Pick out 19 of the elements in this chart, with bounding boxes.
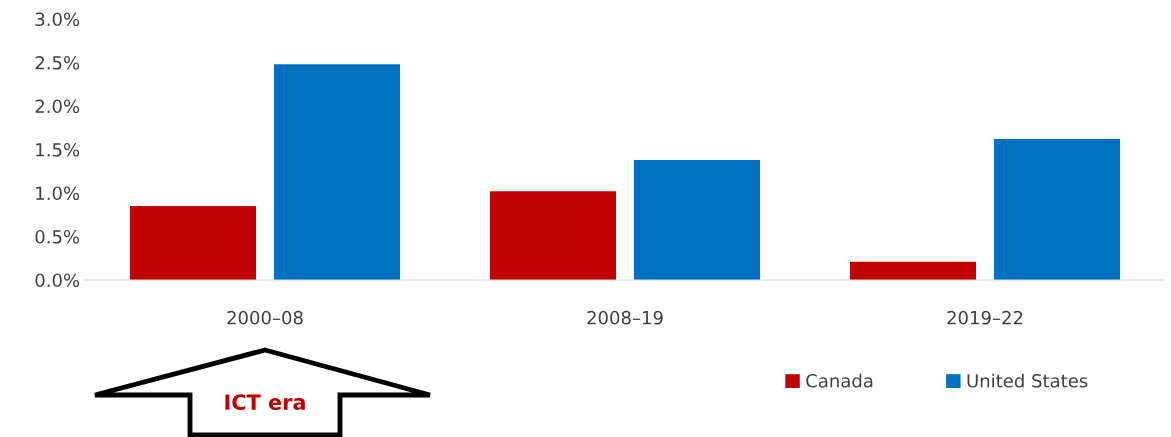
bar: [274, 64, 400, 280]
legend-label: United States: [967, 373, 1088, 388]
x-tick-label: 2019–22: [947, 310, 1023, 325]
bar: [490, 191, 616, 280]
y-tick-label: 0.5%: [35, 229, 80, 244]
y-tick-label: 2.0%: [35, 99, 80, 114]
bar: [130, 206, 256, 280]
bar: [994, 139, 1120, 280]
y-tick-label: 1.5%: [36, 142, 80, 157]
legend-label: Canada: [806, 373, 873, 388]
y-tick-label: 2.5%: [35, 55, 80, 70]
y-tick-label: 0.0%: [35, 273, 80, 288]
x-tick-label: 2000–08: [227, 310, 303, 325]
bar: [634, 159, 760, 280]
y-tick-label: 3.0%: [35, 12, 80, 27]
x-tick-label: 2008–19: [587, 310, 663, 325]
bar: [850, 261, 976, 280]
text: ICT era: [225, 394, 305, 411]
y-tick-label: 1.0%: [36, 186, 80, 201]
